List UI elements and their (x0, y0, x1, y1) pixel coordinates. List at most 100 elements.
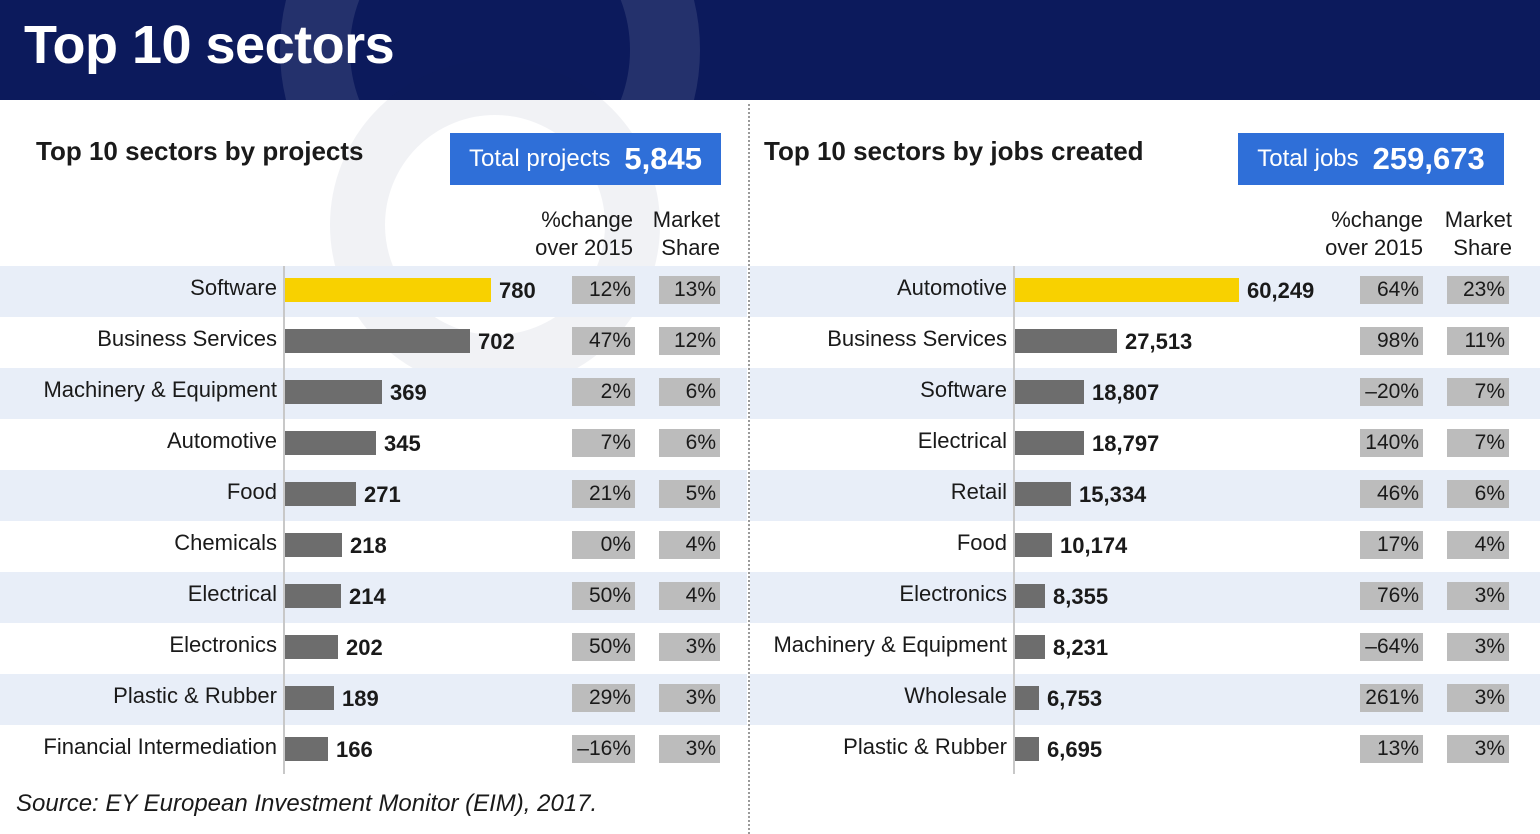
share-cell: 23% (1447, 276, 1509, 304)
category-label: Food (226, 479, 277, 504)
bar (284, 533, 342, 557)
decorative-ring (280, 0, 700, 100)
bar (284, 431, 376, 455)
share-cell: 4% (659, 582, 720, 610)
total-box: Total jobs 259,673 (1238, 133, 1504, 185)
value-label: 369 (390, 380, 427, 405)
change-cell: 47% (572, 327, 635, 355)
chart-title: Top 10 sectors by jobs created (764, 136, 1144, 166)
category-label: Software (190, 275, 277, 300)
total-label: Total projects (469, 145, 611, 172)
value-label: 8,355 (1053, 584, 1109, 609)
change-cell: 7% (572, 429, 635, 457)
total-label: Total jobs (1257, 145, 1359, 172)
bar (1014, 278, 1239, 302)
value-label: 780 (499, 278, 536, 303)
share-cell: 3% (1447, 684, 1509, 712)
bar (1014, 686, 1039, 710)
share-header-line: Share (661, 235, 720, 260)
value-label: 214 (349, 584, 386, 609)
change-cell: –20% (1360, 378, 1423, 406)
page-title: Top 10 sectors (24, 15, 395, 75)
bar (1014, 635, 1045, 659)
change-cell: 64% (1360, 276, 1423, 304)
share-cell: 3% (659, 735, 720, 763)
category-label: Electrical (187, 581, 277, 606)
change-cell: 13% (1360, 735, 1423, 763)
change-header-line: over 2015 (1325, 235, 1423, 260)
value-label: 15,334 (1079, 482, 1147, 507)
bar (1014, 329, 1117, 353)
share-cell: 3% (1447, 633, 1509, 661)
share-header-line: Share (1453, 235, 1512, 260)
change-cell: 76% (1360, 582, 1423, 610)
panel-divider (748, 104, 750, 834)
share-cell: 11% (1447, 327, 1509, 355)
value-label: 271 (364, 482, 401, 507)
category-label: Business Services (827, 326, 1007, 351)
share-cell: 5% (659, 480, 720, 508)
share-cell: 3% (659, 633, 720, 661)
value-label: 60,249 (1247, 278, 1315, 303)
change-cell: 50% (572, 582, 635, 610)
change-header-line: over 2015 (535, 235, 633, 260)
change-cell: 2% (572, 378, 635, 406)
value-label: 18,807 (1092, 380, 1160, 405)
header-banner: Top 10 sectors (0, 0, 1540, 100)
value-label: 166 (336, 737, 373, 762)
value-label: 345 (384, 431, 421, 456)
bar (1014, 737, 1039, 761)
share-cell: 7% (1447, 429, 1509, 457)
share-cell: 3% (659, 684, 720, 712)
category-label: Business Services (97, 326, 277, 351)
share-cell: 3% (1447, 582, 1509, 610)
category-label: Retail (950, 479, 1007, 504)
change-cell: –64% (1360, 633, 1423, 661)
total-value: 5,845 (624, 141, 702, 176)
share-column-header: Market Share (653, 206, 720, 262)
value-label: 218 (350, 533, 387, 558)
category-label: Automotive (166, 428, 277, 453)
change-cell: 29% (572, 684, 635, 712)
category-label: Wholesale (904, 683, 1007, 708)
bar (1014, 533, 1052, 557)
change-header-line: %change (1331, 207, 1423, 232)
chart-axis (283, 266, 285, 774)
change-cell: 46% (1360, 480, 1423, 508)
total-box: Total projects 5,845 (450, 133, 721, 185)
value-label: 27,513 (1125, 329, 1193, 354)
bar (284, 584, 341, 608)
bar (284, 278, 491, 302)
category-label: Machinery & Equipment (773, 632, 1007, 657)
value-label: 18,797 (1092, 431, 1160, 456)
total-value: 259,673 (1372, 141, 1485, 176)
category-label: Software (920, 377, 1007, 402)
share-header-line: Market (1444, 207, 1512, 232)
category-label: Plastic & Rubber (843, 734, 1007, 759)
change-header-line: %change (541, 207, 633, 232)
category-label: Plastic & Rubber (113, 683, 277, 708)
value-label: 6,753 (1047, 686, 1103, 711)
share-cell: 3% (1447, 735, 1509, 763)
category-label: Financial Intermediation (43, 734, 277, 759)
value-label: 10,174 (1060, 533, 1128, 558)
change-cell: 21% (572, 480, 635, 508)
share-column-header: Market Share (1445, 206, 1512, 262)
bar (284, 380, 382, 404)
share-cell: 7% (1447, 378, 1509, 406)
category-label: Machinery & Equipment (43, 377, 277, 402)
bar (284, 329, 470, 353)
category-label: Chemicals (174, 530, 277, 555)
chart-title: Top 10 sectors by projects (36, 136, 364, 166)
chart-axis (1013, 266, 1015, 774)
change-cell: 12% (572, 276, 635, 304)
change-cell: 98% (1360, 327, 1423, 355)
bar (1014, 431, 1084, 455)
bar (1014, 584, 1045, 608)
value-label: 8,231 (1053, 635, 1109, 660)
bar (1014, 482, 1071, 506)
category-label: Electronics (899, 581, 1007, 606)
share-cell: 12% (659, 327, 720, 355)
change-cell: 17% (1360, 531, 1423, 559)
share-header-line: Market (652, 207, 720, 232)
